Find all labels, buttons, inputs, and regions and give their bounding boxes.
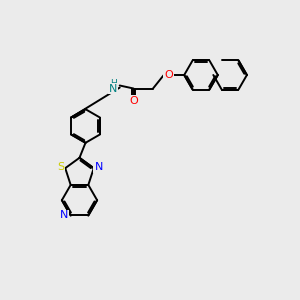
Text: N: N bbox=[109, 83, 117, 94]
Text: N: N bbox=[94, 162, 103, 172]
Text: H: H bbox=[110, 79, 116, 88]
Text: S: S bbox=[57, 162, 64, 172]
Text: N: N bbox=[60, 211, 68, 220]
Text: O: O bbox=[129, 96, 138, 106]
Text: O: O bbox=[164, 70, 173, 80]
